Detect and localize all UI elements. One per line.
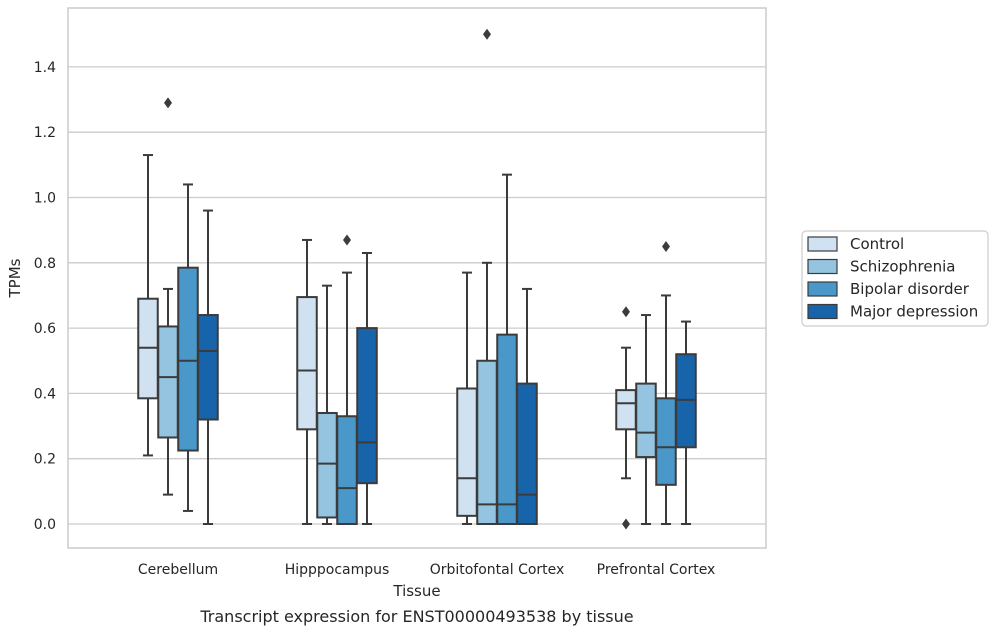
box-bipolar-disorder — [177, 183, 199, 512]
box-major-depression — [197, 209, 219, 525]
outlier-point — [343, 234, 351, 246]
box-body — [635, 382, 657, 459]
plot-frame — [67, 7, 767, 549]
x-tick-labels: Cerebellum Hipppocampus Orbitofontal Corte… — [138, 562, 715, 578]
box-bipolar-disorder — [496, 173, 518, 525]
box-body — [456, 387, 478, 517]
x-tick-label: Orbitofontal Cortex — [430, 562, 565, 578]
y-tick-label: 1.0 — [34, 191, 56, 207]
x-tick-label: Prefrontal Cortex — [597, 562, 716, 578]
y-axis-label: TPMs — [6, 258, 24, 298]
box-control — [615, 306, 637, 530]
legend-swatch — [807, 303, 838, 320]
box-series — [137, 28, 697, 530]
legend-swatch — [807, 281, 838, 297]
legend-label: Bipolar disorder — [850, 280, 970, 298]
outlier-point — [622, 306, 630, 318]
box-major-depression — [356, 252, 378, 525]
box-control — [456, 271, 478, 525]
box-bipolar-disorder — [655, 240, 677, 525]
box-body — [177, 266, 199, 452]
box-schizophrenia — [635, 314, 657, 525]
box-body — [356, 327, 378, 485]
chart-caption: Transcript expression for ENST0000049353… — [199, 607, 633, 626]
y-tick-label: 0.8 — [34, 256, 56, 272]
box-schizophrenia — [316, 284, 338, 525]
legend-label: Major depression — [850, 303, 978, 321]
box-control — [296, 238, 318, 525]
outlier-point — [622, 518, 630, 530]
box-body — [197, 314, 219, 421]
box-major-depression — [675, 320, 697, 525]
box-schizophrenia — [157, 97, 179, 496]
y-tick-label: 0.2 — [34, 452, 56, 468]
x-axis-label: Tissue — [392, 582, 440, 600]
box-schizophrenia — [476, 28, 498, 525]
y-tick-labels: 0.0 0.2 0.4 0.6 0.8 1.0 1.2 1.4 — [34, 60, 56, 533]
outlier-point — [164, 97, 172, 109]
box-body — [336, 415, 358, 526]
legend: Control Schizophrenia Bipolar disorder Majo… — [801, 230, 989, 327]
box-body — [516, 382, 538, 526]
x-tick-label: Cerebellum — [138, 562, 218, 578]
box-body — [655, 397, 677, 486]
y-tick-label: 0.4 — [34, 386, 56, 402]
box-body — [157, 325, 179, 439]
y-tick-label: 1.2 — [34, 125, 56, 141]
box-bipolar-disorder — [336, 234, 358, 526]
box-body — [316, 411, 338, 519]
y-tick-label: 0.0 — [34, 517, 56, 533]
y-tick-label: 1.4 — [34, 60, 56, 76]
y-tick-label: 0.6 — [34, 321, 56, 337]
legend-box — [801, 230, 989, 327]
box-body — [296, 296, 318, 431]
box-control — [137, 154, 159, 457]
box-body — [496, 333, 518, 525]
legend-label: Control — [850, 235, 904, 253]
x-tick-label: Hipppocampus — [285, 562, 390, 578]
box-body — [615, 389, 637, 431]
legend-swatch — [807, 258, 838, 275]
outlier-point — [483, 28, 491, 40]
outlier-point — [662, 240, 670, 252]
legend-swatch — [807, 236, 838, 252]
box-body — [476, 359, 498, 525]
box-major-depression — [516, 287, 538, 526]
legend-label: Schizophrenia — [850, 258, 955, 276]
